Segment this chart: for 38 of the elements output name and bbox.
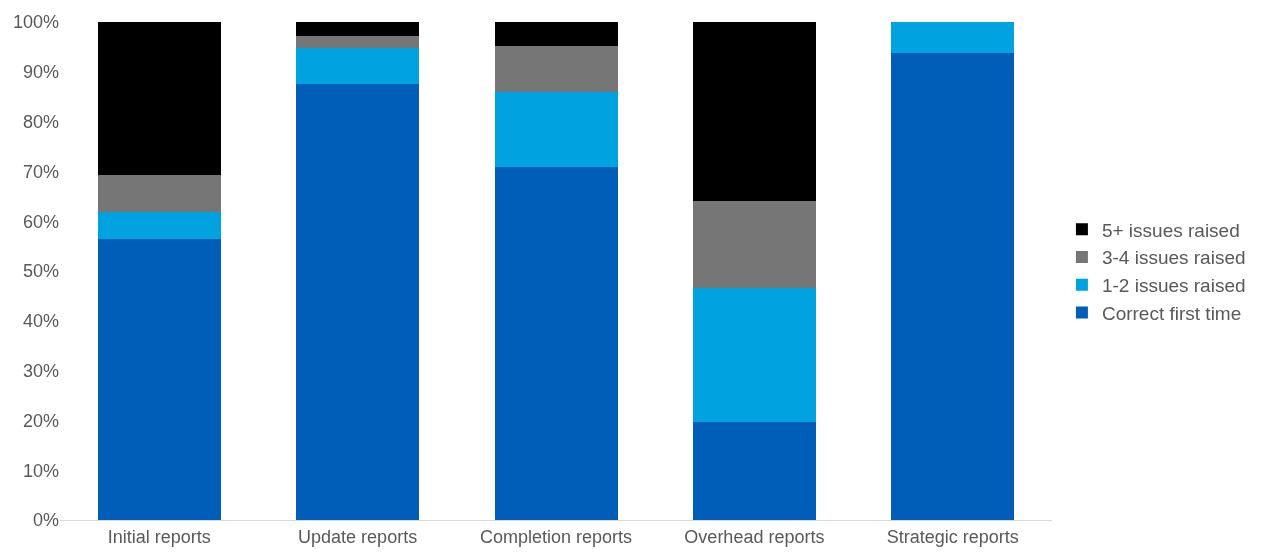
- legend-label: 3-4 issues raised: [1101, 247, 1246, 269]
- legend-label: 1-2 issues raised: [1101, 275, 1246, 297]
- y-tick-label: 100%: [12, 12, 59, 33]
- bar: [494, 45, 618, 93]
- bar: [692, 421, 816, 520]
- bar: [494, 92, 618, 168]
- bar: [296, 35, 420, 48]
- y-tick-label: 10%: [22, 460, 59, 481]
- legend-label: 5+ issues raised: [1101, 219, 1240, 241]
- bar: [891, 22, 1015, 53]
- y-tick-label: 90%: [22, 62, 59, 83]
- x-tick-label: Completion reports: [479, 526, 633, 547]
- bar: [97, 212, 221, 239]
- bar: [97, 22, 221, 176]
- bar: [494, 22, 618, 46]
- bar: [692, 22, 816, 202]
- y-tick-label: 50%: [22, 261, 59, 282]
- bar: [97, 175, 221, 213]
- y-tick-label: 60%: [22, 211, 59, 232]
- bar: [296, 84, 420, 520]
- y-tick-label: 30%: [22, 360, 59, 381]
- bar: [692, 288, 816, 422]
- bar: [891, 52, 1015, 520]
- y-tick-label: 20%: [22, 410, 59, 431]
- y-tick-label: 80%: [22, 111, 59, 132]
- x-tick-label: Overhead reports: [684, 526, 825, 547]
- bar: [296, 47, 420, 85]
- x-tick-label: Initial reports: [107, 526, 211, 547]
- x-tick-label: Update reports: [298, 526, 418, 547]
- legend-label: Correct first time: [1101, 302, 1242, 324]
- y-tick-label: 40%: [22, 311, 59, 332]
- bar: [692, 201, 816, 289]
- bar: [494, 167, 618, 520]
- x-tick-label: Strategic reports: [886, 526, 1019, 547]
- y-tick-label: 70%: [22, 161, 59, 182]
- y-tick-label: 0%: [32, 510, 59, 531]
- bar: [296, 22, 420, 36]
- bar: [97, 238, 221, 520]
